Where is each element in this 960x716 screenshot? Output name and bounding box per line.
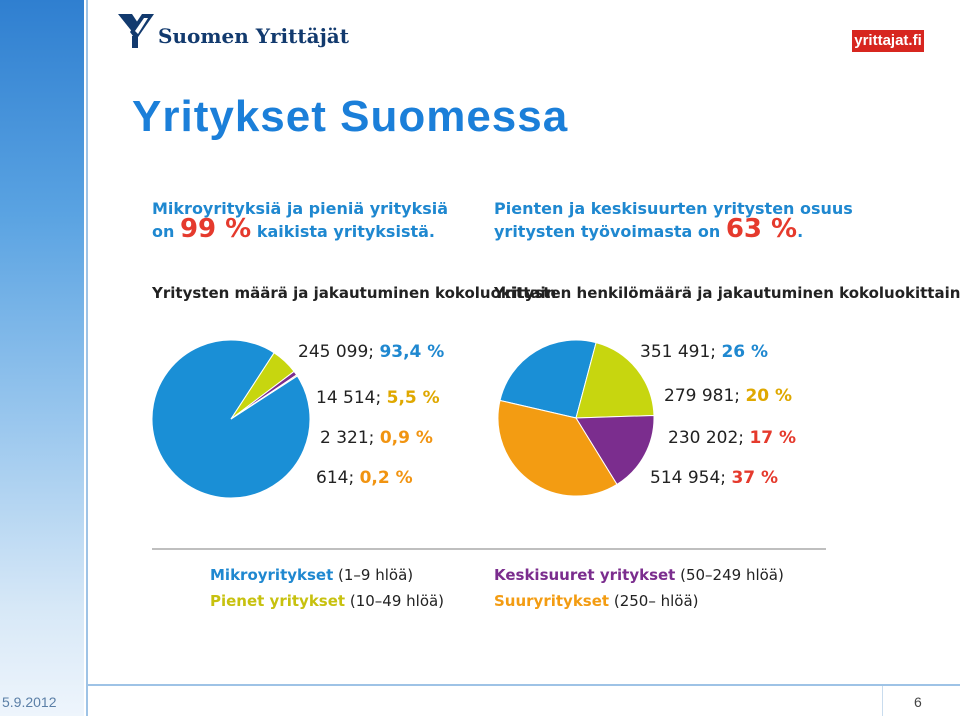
left-value-micro: 245 099; — [298, 342, 375, 362]
sidebar-gradient — [0, 0, 84, 716]
right-slice-small — [575, 342, 655, 419]
right-slice-medium — [575, 414, 655, 486]
headline-left-pre: on — [152, 222, 180, 241]
legend-small: Pienet yritykset (10–49 hlöä) — [210, 592, 444, 610]
left-label-medium: 2 321; 0,9 % — [320, 428, 433, 448]
headline-left-post: kaikista yrityksistä. — [251, 222, 435, 241]
sidebar-divider — [86, 0, 88, 716]
logo-text: Suomen Yrittäjät — [158, 24, 349, 48]
legend-micro: Mikroyritykset (1–9 hlöä) — [210, 566, 413, 584]
left-percent-small: 5,5 % — [386, 388, 440, 408]
right-value-micro: 351 491; — [640, 342, 717, 362]
right-slice-large — [497, 399, 618, 497]
headline-right-number: 63 % — [725, 214, 798, 244]
page-number-separator — [882, 686, 883, 716]
legend-small-range: (10–49 hlöä) — [345, 592, 445, 610]
legend-medium-name: Keskisuuret yritykset — [494, 566, 676, 584]
legend-large-range: (250– hlöä) — [609, 592, 699, 610]
headline-right: Pienten ja keskisuurten yritysten osuus … — [494, 198, 853, 242]
left-pie-chart — [151, 339, 311, 499]
yrittajat-fi-badge[interactable]: yrittajat.fi — [852, 30, 924, 52]
legend-large: Suuryritykset (250– hlöä) — [494, 592, 699, 610]
legend-micro-name: Mikroyritykset — [210, 566, 334, 584]
logo-mark-icon — [118, 14, 154, 48]
right-percent-medium: 17 % — [749, 428, 797, 448]
legend-medium: Keskisuuret yritykset (50–249 hlöä) — [494, 566, 784, 584]
left-value-large: 614; — [316, 468, 355, 488]
left-label-large: 614; 0,2 % — [316, 468, 413, 488]
page-number: 6 — [914, 694, 922, 710]
headline-left-number: 99 % — [179, 214, 252, 244]
headline-right-pre: yritysten työvoimasta on — [494, 222, 726, 241]
headline-left: Mikroyrityksiä ja pieniä yrityksiä on 99… — [152, 198, 448, 242]
right-label-small: 279 981; 20 % — [664, 386, 792, 406]
right-value-medium: 230 202; — [668, 428, 745, 448]
legend-divider — [152, 548, 826, 550]
right-slice-micro — [499, 339, 597, 419]
left-percent-medium: 0,9 % — [379, 428, 433, 448]
legend-small-name: Pienet yritykset — [210, 592, 346, 610]
footer-date: 5.9.2012 — [2, 694, 57, 710]
left-label-micro: 245 099; 93,4 % — [298, 342, 444, 362]
left-slice-large — [230, 374, 298, 420]
headline-right-line2: yritysten työvoimasta on 63 %. — [494, 216, 853, 242]
suomen-yrittajat-logo: Suomen Yrittäjät — [118, 14, 349, 50]
right-chart-title: Yritysten henkilömäärä ja jakautuminen k… — [494, 284, 960, 302]
left-label-small: 14 514; 5,5 % — [316, 388, 440, 408]
headline-right-post: . — [797, 222, 804, 241]
left-value-medium: 2 321; — [320, 428, 375, 448]
page-title: Yritykset Suomessa — [132, 92, 569, 141]
right-label-micro: 351 491; 26 % — [640, 342, 768, 362]
right-value-large: 514 954; — [650, 468, 727, 488]
left-percent-micro: 93,4 % — [379, 342, 445, 362]
headline-left-line2: on 99 % kaikista yrityksistä. — [152, 216, 448, 242]
right-percent-large: 37 % — [731, 468, 779, 488]
right-value-small: 279 981; — [664, 386, 741, 406]
legend-micro-range: (1–9 hlöä) — [333, 566, 414, 584]
right-percent-micro: 26 % — [721, 342, 769, 362]
right-pie-chart — [497, 339, 655, 497]
left-value-small: 14 514; — [316, 388, 382, 408]
left-chart-title: Yritysten määrä ja jakautuminen kokoluok… — [152, 284, 557, 302]
legend-large-name: Suuryritykset — [494, 592, 610, 610]
right-label-medium: 230 202; 17 % — [668, 428, 796, 448]
footer-divider — [88, 684, 960, 686]
legend-medium-range: (50–249 hlöä) — [675, 566, 784, 584]
right-percent-small: 20 % — [745, 386, 793, 406]
right-label-large: 514 954; 37 % — [650, 468, 778, 488]
headline-left-line1: Mikroyrityksiä ja pieniä yrityksiä — [152, 199, 449, 218]
headline-right-line1: Pienten ja keskisuurten yritysten osuus — [494, 199, 853, 218]
left-percent-large: 0,2 % — [359, 468, 413, 488]
